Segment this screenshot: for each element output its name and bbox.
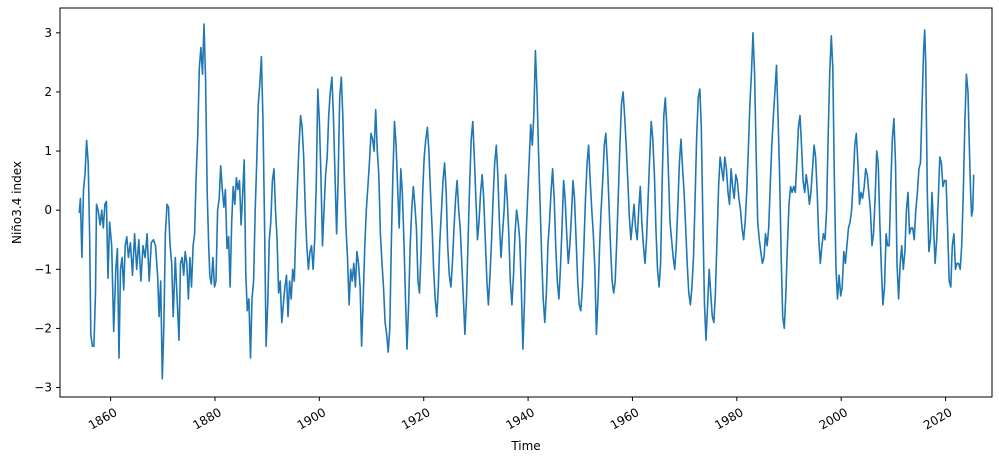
y-tick-label: −2 [34, 321, 52, 335]
nino34-series-line [78, 23, 975, 380]
axis-ticks [56, 32, 947, 401]
y-tick-label: −1 [34, 262, 52, 276]
y-tick-label: 1 [44, 144, 52, 158]
y-tick-label: −3 [34, 381, 52, 395]
y-tick-label: 3 [44, 26, 52, 40]
x-axis-label: Time [510, 439, 540, 453]
series-layer [78, 23, 975, 380]
y-axis-label: Niño3.4 index [10, 161, 24, 244]
y-tick-label: 0 [44, 203, 52, 217]
plot-frame [59, 7, 993, 398]
y-tick-label: 2 [44, 85, 52, 99]
